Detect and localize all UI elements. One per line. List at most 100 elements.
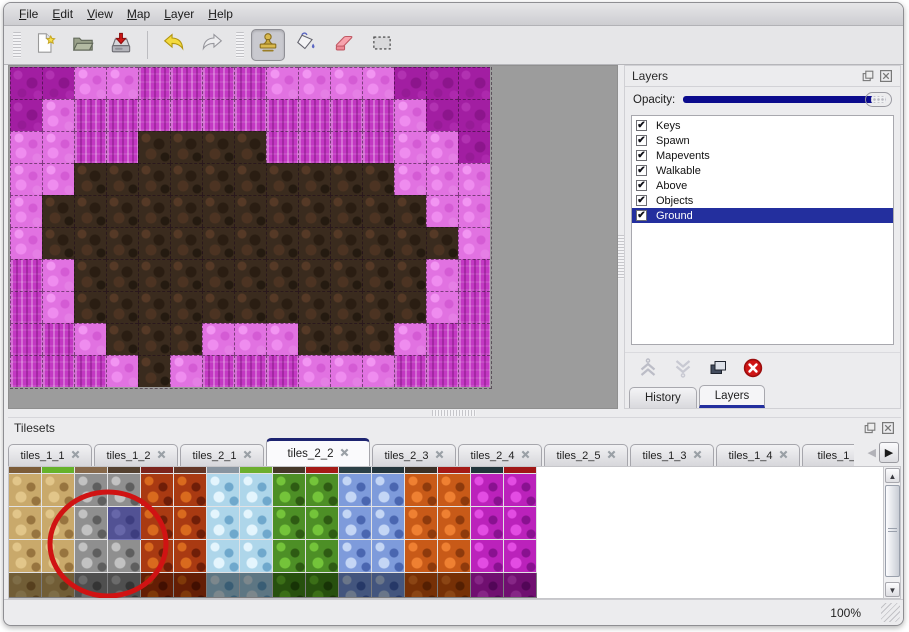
map-tile[interactable] (138, 323, 170, 355)
tileset-tile[interactable] (273, 507, 306, 540)
map-tile[interactable] (394, 163, 426, 195)
map-tile[interactable] (138, 195, 170, 227)
map-tile[interactable] (42, 99, 74, 131)
map-tile[interactable] (458, 259, 490, 291)
map-tile[interactable] (330, 227, 362, 259)
splitter-grip[interactable] (618, 235, 624, 279)
tileset-tile-sliver[interactable] (339, 467, 372, 474)
map-tile[interactable] (74, 323, 106, 355)
map-tile[interactable] (266, 355, 298, 387)
tileset-tile[interactable] (273, 573, 306, 598)
layer-row-keys[interactable]: ✔ Keys (632, 118, 893, 133)
map-tile[interactable] (138, 259, 170, 291)
layer-visibility-checkbox[interactable]: ✔ (636, 165, 647, 176)
tileset-tile[interactable] (141, 540, 174, 573)
duplicate-layer-button[interactable] (707, 357, 729, 379)
tileset-tab-tiles_1_[interactable]: tiles_1_ (802, 444, 854, 466)
map-tile[interactable] (266, 163, 298, 195)
map-tile[interactable] (106, 259, 138, 291)
map-tile[interactable] (234, 355, 266, 387)
map-tile[interactable] (266, 67, 298, 99)
map-tile[interactable] (234, 291, 266, 323)
close-tab-icon[interactable] (779, 450, 788, 462)
tileset-tile-sliver[interactable] (504, 467, 537, 474)
map-tile[interactable] (202, 259, 234, 291)
close-tab-icon[interactable] (435, 450, 444, 462)
eraser-tool-button[interactable] (327, 29, 361, 61)
map-tile[interactable] (138, 131, 170, 163)
map-tile[interactable] (362, 195, 394, 227)
map-tile[interactable] (74, 163, 106, 195)
opacity-slider[interactable] (683, 92, 892, 107)
map-tile[interactable] (202, 355, 234, 387)
tab-history[interactable]: History (629, 387, 697, 408)
map-tile[interactable] (266, 227, 298, 259)
map-tile[interactable] (74, 355, 106, 387)
menu-help[interactable]: Help (208, 7, 233, 21)
map-tile[interactable] (42, 67, 74, 99)
map-tile[interactable] (234, 131, 266, 163)
map-tile[interactable] (362, 355, 394, 387)
map-tile[interactable] (234, 67, 266, 99)
map-tile[interactable] (234, 323, 266, 355)
tileset-tile[interactable] (405, 507, 438, 540)
tileset-tile[interactable] (42, 540, 75, 573)
tileset-tile[interactable] (306, 507, 339, 540)
map-tile[interactable] (362, 227, 394, 259)
tileset-tile-sliver[interactable] (405, 467, 438, 474)
map-tile[interactable] (426, 355, 458, 387)
select-tool-button[interactable] (365, 29, 399, 61)
map-tile[interactable] (170, 195, 202, 227)
tileset-tile[interactable] (471, 474, 504, 507)
tileset-tile-sliver[interactable] (9, 467, 42, 474)
layer-row-above[interactable]: ✔ Above (632, 178, 893, 193)
map-tile[interactable] (234, 163, 266, 195)
map-tile[interactable] (394, 355, 426, 387)
scroll-down-icon[interactable]: ▼ (885, 582, 900, 597)
map-tile[interactable] (330, 131, 362, 163)
tileset-tile[interactable] (372, 573, 405, 598)
tileset-tile[interactable] (504, 540, 537, 573)
toolbar-grip[interactable] (236, 32, 244, 58)
map-tile[interactable] (170, 291, 202, 323)
layer-visibility-checkbox[interactable]: ✔ (636, 180, 647, 191)
layer-row-walkable[interactable]: ✔ Walkable (632, 163, 893, 178)
tileset-tile-sliver[interactable] (174, 467, 207, 474)
tileset-tile[interactable] (75, 573, 108, 598)
tileset-tab-tiles_1_1[interactable]: tiles_1_1 (8, 444, 92, 466)
map-tile[interactable] (138, 163, 170, 195)
map-tile[interactable] (330, 67, 362, 99)
tileset-tile[interactable] (306, 540, 339, 573)
map-tile[interactable] (42, 323, 74, 355)
map-tile[interactable] (138, 355, 170, 387)
map-tile[interactable] (170, 355, 202, 387)
map-tile[interactable] (266, 259, 298, 291)
redo-button[interactable] (195, 29, 229, 61)
save-file-button[interactable] (104, 29, 138, 61)
map-tile[interactable] (202, 131, 234, 163)
tileset-tile[interactable] (108, 474, 141, 507)
layer-visibility-checkbox[interactable]: ✔ (636, 135, 647, 146)
layer-visibility-checkbox[interactable]: ✔ (636, 195, 647, 206)
map-tile[interactable] (106, 195, 138, 227)
map-tile[interactable] (394, 67, 426, 99)
map-tile[interactable] (42, 355, 74, 387)
map-tile[interactable] (74, 99, 106, 131)
map-tile[interactable] (298, 67, 330, 99)
undo-button[interactable] (157, 29, 191, 61)
map-tile[interactable] (298, 259, 330, 291)
map-tile[interactable] (106, 99, 138, 131)
tileset-tile[interactable] (75, 507, 108, 540)
map-tile[interactable] (426, 67, 458, 99)
opacity-slider-handle[interactable] (865, 92, 892, 107)
map-tile[interactable] (42, 259, 74, 291)
map-tile[interactable] (42, 195, 74, 227)
tileset-tile[interactable] (372, 540, 405, 573)
map-tile[interactable] (362, 259, 394, 291)
tileset-tab-tiles_2_5[interactable]: tiles_2_5 (544, 444, 628, 466)
map-tile[interactable] (74, 259, 106, 291)
map-tile[interactable] (74, 67, 106, 99)
map-tile[interactable] (106, 291, 138, 323)
map-tile[interactable] (394, 323, 426, 355)
tileset-tile[interactable] (141, 474, 174, 507)
